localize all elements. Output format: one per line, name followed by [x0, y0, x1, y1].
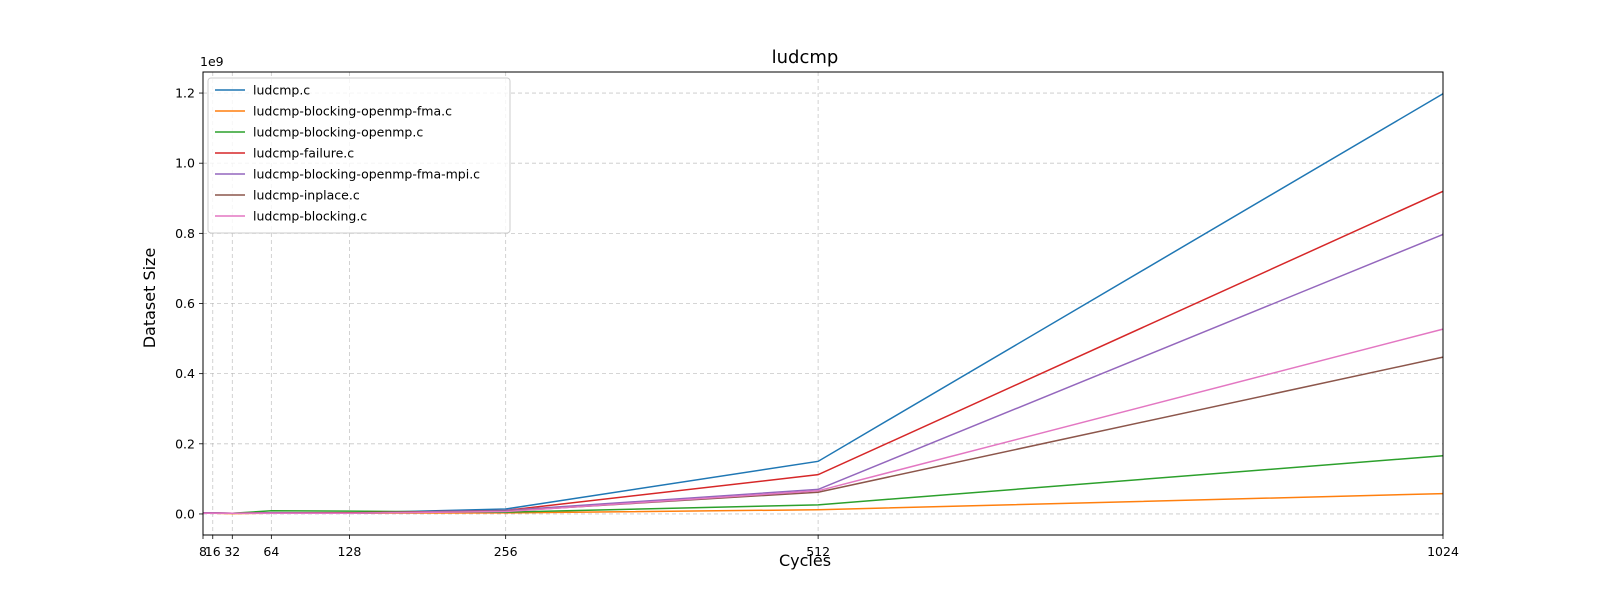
y-tick-label: 1.0: [175, 156, 195, 171]
y-tick-label: 1.2: [175, 86, 195, 101]
series-line: [203, 454, 1444, 514]
y-tick-label: 0.2: [175, 436, 195, 451]
legend-label: ludcmp-failure.c: [253, 146, 354, 161]
legend: ludcmp.c ludcmp-blocking-openmp-fma.c ludc…: [207, 77, 511, 234]
y-axis-label: Dataset Size: [140, 248, 159, 349]
y-axis-offset-label: 1e9: [200, 54, 224, 69]
y-tick-label: 0.6: [175, 296, 195, 311]
x-tick-label: 512: [806, 544, 830, 559]
series-line: [203, 190, 1444, 515]
chart-title: ludcmp: [772, 47, 839, 68]
legend-label: ludcmp-inplace.c: [253, 188, 360, 203]
x-tick-label: 1024: [1427, 544, 1459, 559]
series-line: [203, 328, 1444, 514]
x-tick-label: 8: [199, 544, 207, 559]
series-line: [203, 492, 1444, 515]
y-tick-label: 0.4: [175, 366, 195, 381]
y-tick-label: 0.0: [175, 506, 195, 521]
x-axis-label: Cycles: [779, 551, 831, 570]
x-tick-label: 64: [263, 544, 279, 559]
legend-label: ludcmp-blocking-openmp-fma.c: [253, 104, 452, 119]
legend-box: [207, 77, 511, 234]
axis-ticks: 816 32 64 128 256 512 1024 0.0 0.2 0.4 0.6 0.8 1.0 1.…: [175, 86, 1459, 559]
series-lines: [203, 93, 1444, 515]
legend-label: ludcmp-blocking.c: [253, 209, 367, 224]
legend-label: ludcmp.c: [253, 83, 310, 98]
x-tick-label: 32: [224, 544, 240, 559]
legend-label: ludcmp-blocking-openmp-fma-mpi.c: [253, 167, 480, 182]
legend-label: ludcmp-blocking-openmp.c: [253, 125, 423, 140]
x-tick-label: 256: [494, 544, 518, 559]
x-tick-label: 16: [205, 544, 221, 559]
y-tick-label: 0.8: [175, 226, 195, 241]
x-tick-label: 128: [338, 544, 362, 559]
